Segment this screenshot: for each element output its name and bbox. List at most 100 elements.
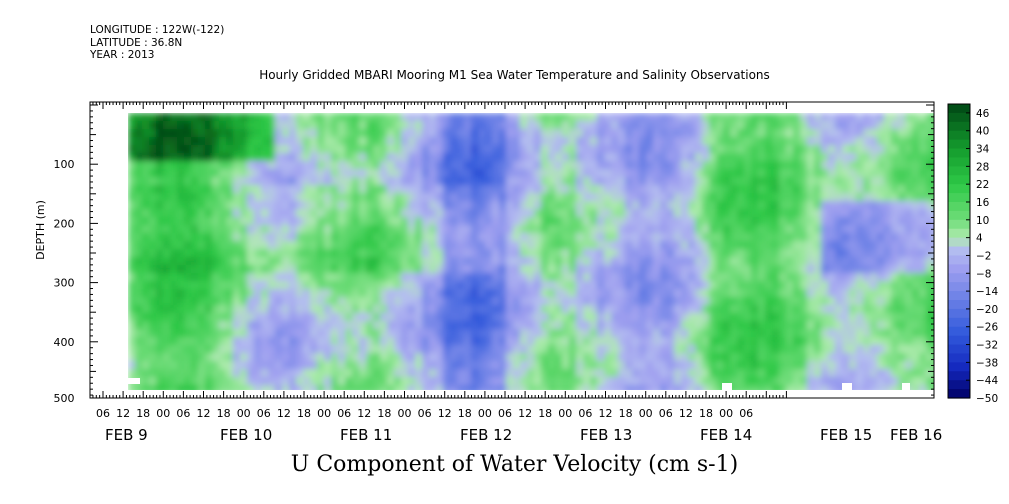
heatmap-cell [198, 305, 206, 314]
heatmap-cell [618, 321, 626, 330]
heatmap-cell [716, 201, 724, 210]
heatmap-cell [261, 249, 269, 258]
heatmap-cell [828, 153, 836, 162]
heatmap-cell [534, 185, 542, 194]
heatmap-cell [912, 337, 920, 346]
heatmap-cell [625, 233, 633, 242]
heatmap-cell [324, 281, 332, 290]
heatmap-cell [142, 281, 150, 290]
heatmap-cell [597, 265, 605, 274]
heatmap-cell [240, 233, 248, 242]
colorbar-swatch [948, 130, 970, 141]
heatmap-cell [506, 369, 514, 378]
heatmap-cell [702, 153, 710, 162]
heatmap-cell [716, 377, 724, 386]
heatmap-cell [835, 265, 843, 274]
heatmap-cell [345, 153, 353, 162]
heatmap-cell [639, 297, 647, 306]
heatmap-cell [688, 177, 696, 186]
heatmap-cell [338, 129, 346, 138]
heatmap-cell [660, 289, 668, 298]
colorbar-swatch [948, 210, 970, 221]
heatmap-cell [282, 265, 290, 274]
heatmap-cell [632, 153, 640, 162]
heatmap-cell [422, 185, 430, 194]
heatmap-cell [338, 185, 346, 194]
heatmap-cell [751, 153, 759, 162]
heatmap-cell [891, 209, 899, 218]
heatmap-cell [758, 321, 766, 330]
heatmap-cell [786, 185, 794, 194]
heatmap-cell [457, 201, 465, 210]
heatmap-cell [254, 313, 262, 322]
heatmap-cell [702, 225, 710, 234]
heatmap-cell [401, 137, 409, 146]
heatmap-cell [793, 273, 801, 282]
heatmap-cell [289, 305, 297, 314]
heatmap-cell [317, 137, 325, 146]
heatmap-cell [842, 361, 850, 370]
heatmap-cell [835, 129, 843, 138]
heatmap-cell [471, 321, 479, 330]
heatmap-cell [394, 345, 402, 354]
heatmap-cell [422, 161, 430, 170]
colorbar-swatch [948, 237, 970, 248]
heatmap-cell [562, 113, 570, 122]
heatmap-cell [842, 377, 850, 386]
heatmap-cell [401, 313, 409, 322]
heatmap-cell [674, 353, 682, 362]
heatmap-cell [233, 145, 241, 154]
heatmap-cell [471, 177, 479, 186]
heatmap-cell [513, 145, 521, 154]
heatmap-cell [254, 225, 262, 234]
heatmap-cell [485, 161, 493, 170]
heatmap-cell [611, 297, 619, 306]
heatmap-cell [926, 129, 934, 138]
heatmap-cell [275, 353, 283, 362]
heatmap-cell [688, 313, 696, 322]
heatmap-cell [891, 129, 899, 138]
heatmap-cell [317, 305, 325, 314]
heatmap-cell [877, 281, 885, 290]
heatmap-cell [765, 337, 773, 346]
heatmap-cell [359, 193, 367, 202]
heatmap-cell [142, 241, 150, 250]
heatmap-cell [149, 129, 157, 138]
heatmap-cell [646, 137, 654, 146]
heatmap-cell [408, 337, 416, 346]
heatmap-cell [275, 121, 283, 130]
heatmap-cell [576, 161, 584, 170]
heatmap-cell [506, 113, 514, 122]
heatmap-cell [156, 361, 164, 370]
heatmap-cell [590, 193, 598, 202]
heatmap-cell [485, 145, 493, 154]
heatmap-cell [205, 361, 213, 370]
heatmap-cell [884, 217, 892, 226]
heatmap-cell [275, 385, 283, 390]
heatmap-cell [625, 209, 633, 218]
heatmap-cell [254, 297, 262, 306]
heatmap-cell [548, 329, 556, 338]
heatmap-cell [177, 369, 185, 378]
heatmap-cell [296, 225, 304, 234]
heatmap-cell [772, 209, 780, 218]
heatmap-cell [233, 361, 241, 370]
x-tick-label: 18 [699, 407, 713, 420]
heatmap-cell [534, 161, 542, 170]
heatmap-cell [653, 337, 661, 346]
heatmap-cell [499, 289, 507, 298]
missing-data-patch [722, 383, 732, 390]
heatmap-cell [212, 169, 220, 178]
heatmap-cell [793, 377, 801, 386]
heatmap-cell [303, 289, 311, 298]
heatmap-cell [464, 377, 472, 386]
heatmap-cell [394, 377, 402, 386]
heatmap-cell [772, 137, 780, 146]
heatmap-cell [282, 169, 290, 178]
heatmap-cell [681, 241, 689, 250]
heatmap-cell [639, 217, 647, 226]
heatmap-cell [751, 281, 759, 290]
heatmap-cell [303, 129, 311, 138]
heatmap-cell [667, 185, 675, 194]
